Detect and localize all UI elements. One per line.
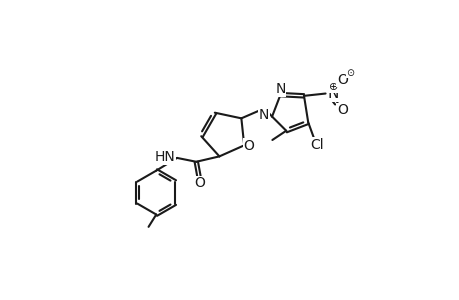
Text: O: O	[336, 103, 347, 118]
Text: N: N	[258, 108, 269, 122]
Text: N: N	[327, 86, 338, 101]
Text: HN: HN	[154, 150, 175, 164]
Text: ⊕: ⊕	[328, 82, 337, 92]
Text: O: O	[194, 176, 205, 190]
Text: O: O	[243, 139, 254, 153]
Text: ⊙: ⊙	[346, 68, 353, 78]
Text: Cl: Cl	[310, 138, 324, 152]
Text: N: N	[275, 82, 285, 96]
Text: O: O	[336, 73, 347, 87]
